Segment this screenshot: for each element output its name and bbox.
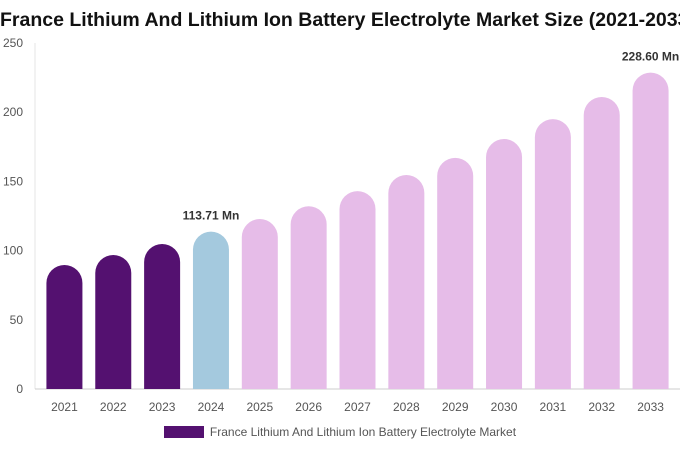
bar-2021 <box>46 264 83 389</box>
bar-2032 <box>583 96 620 389</box>
legend-swatch <box>163 426 204 438</box>
data-label: 113.71 Mn <box>183 209 240 223</box>
x-tick-label: 2021 <box>51 400 78 414</box>
y-tick-label: 200 <box>3 105 23 119</box>
bar-2026 <box>290 206 327 389</box>
x-tick-label: 2033 <box>637 400 664 414</box>
legend-label: France Lithium And Lithium Ion Battery E… <box>209 425 517 439</box>
bar-2030 <box>486 139 523 389</box>
legend: France Lithium And Lithium Ion Battery E… <box>0 425 680 439</box>
bar-2023 <box>144 243 181 389</box>
x-tick-label: 2026 <box>295 400 322 414</box>
x-tick-label: 2028 <box>393 400 420 414</box>
bar-2031 <box>534 119 571 389</box>
data-label: 228.60 Mn <box>622 50 679 64</box>
x-tick-label: 2023 <box>149 400 176 414</box>
bar-2025 <box>241 219 278 389</box>
x-tick-label: 2030 <box>491 400 518 414</box>
bar-2027 <box>339 191 376 389</box>
y-tick-label: 250 <box>3 36 23 50</box>
y-tick-label: 100 <box>3 244 23 258</box>
x-tick-label: 2029 <box>442 400 469 414</box>
bar-2022 <box>95 255 132 389</box>
x-tick-label: 2032 <box>588 400 615 414</box>
chart-title: France Lithium And Lithium Ion Battery E… <box>0 9 680 31</box>
x-tick-label: 2025 <box>246 400 273 414</box>
bar-2029 <box>437 157 474 389</box>
x-tick-label: 2027 <box>344 400 371 414</box>
x-tick-label: 2024 <box>198 400 225 414</box>
y-tick-label: 150 <box>3 174 23 188</box>
bar-2028 <box>388 175 425 389</box>
y-tick-label: 0 <box>16 382 23 396</box>
bar-2024 <box>192 231 229 389</box>
x-tick-label: 2031 <box>540 400 567 414</box>
y-tick-label: 50 <box>10 313 24 327</box>
bar-2033 <box>632 72 669 389</box>
x-tick-label: 2022 <box>100 400 127 414</box>
